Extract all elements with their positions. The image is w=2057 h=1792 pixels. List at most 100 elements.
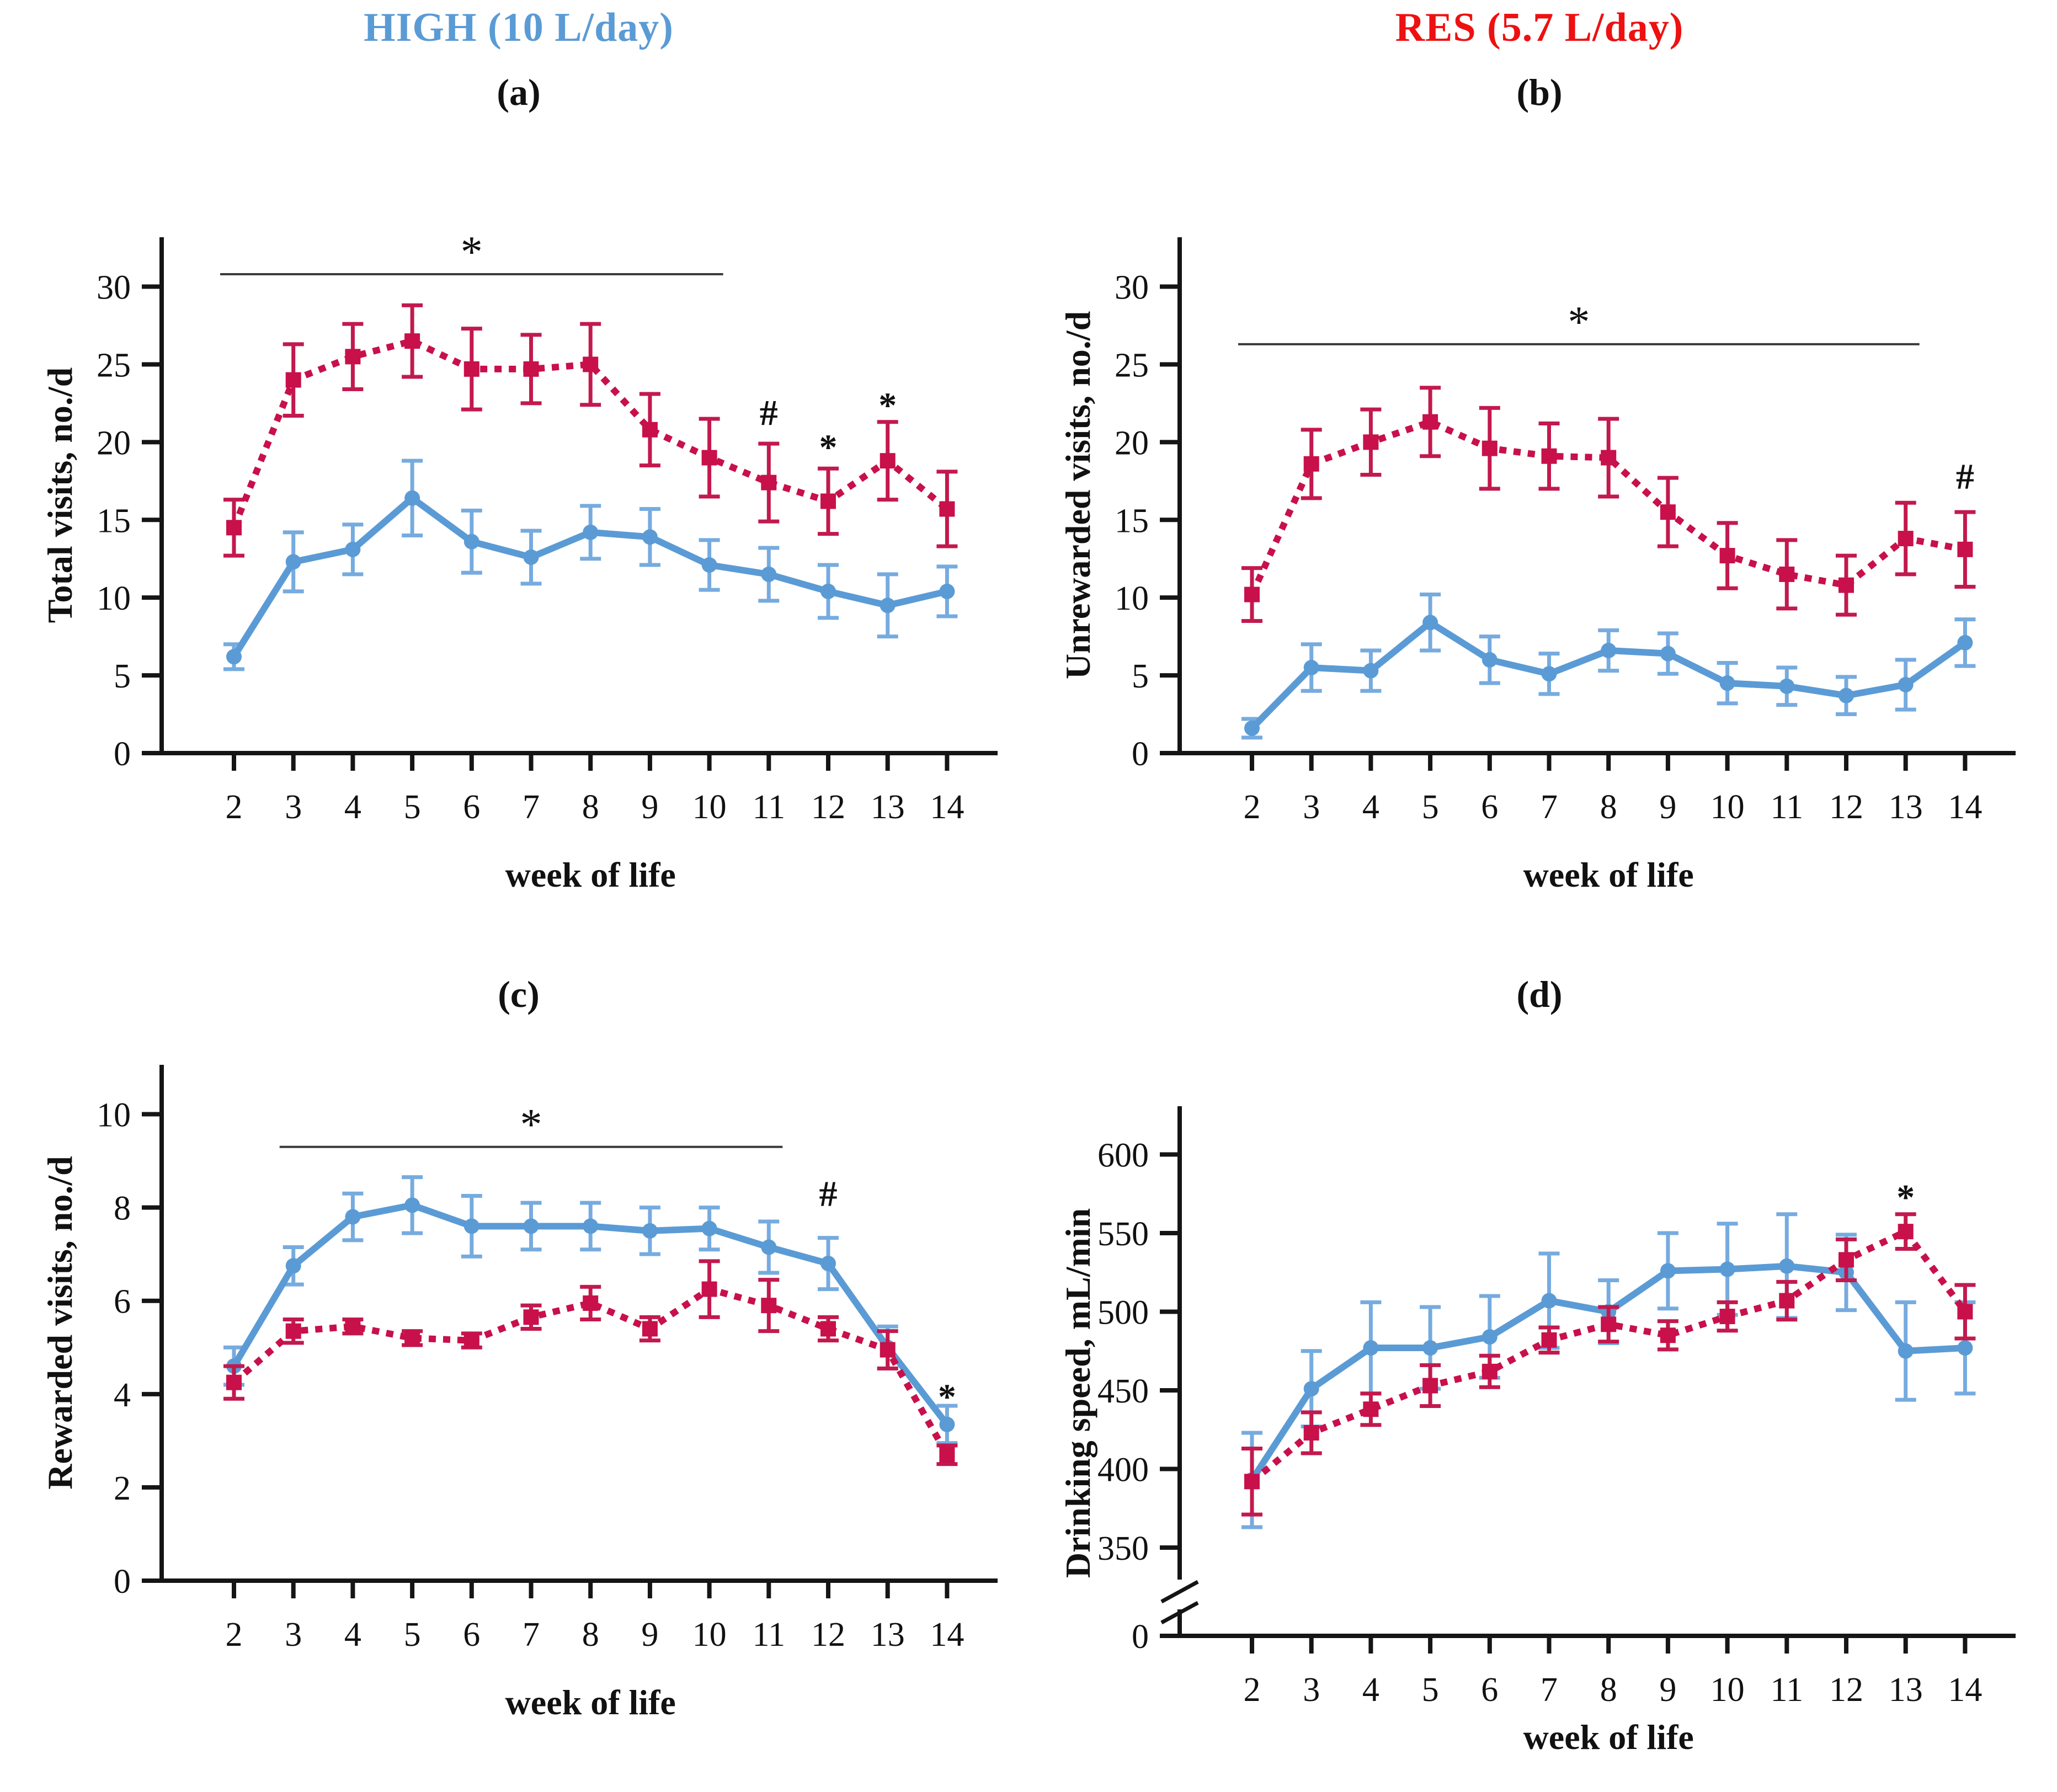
data-point-marker: [523, 1309, 539, 1325]
data-point-marker: [1957, 1340, 1973, 1356]
y-tick-label: 30: [97, 269, 131, 307]
data-point-marker: [583, 524, 599, 540]
axes: 0 5 10 15 20 25 30 2 3 4 5 6 7 8 9 10 11 12 13 14 week of li…: [40, 237, 998, 894]
y-tick-label: 20: [97, 424, 131, 462]
annotations: *: [1896, 1177, 1915, 1218]
x-tick-label: 11: [752, 788, 785, 826]
y-tick-label: 10: [1115, 580, 1149, 617]
axis-break-slash: [1160, 1601, 1199, 1625]
data-point-marker: [523, 549, 539, 565]
x-tick-label: 6: [463, 1616, 480, 1654]
data-point-marker: [1244, 586, 1260, 602]
series-res-markers: [226, 1281, 955, 1463]
data-point-marker: [1838, 577, 1854, 593]
x-tick-label: 14: [1948, 788, 1982, 826]
y-tick-label: 600: [1097, 1137, 1149, 1175]
data-point-marker: [226, 649, 242, 665]
y-tick-label: 6: [114, 1283, 131, 1321]
data-point-marker: [1660, 504, 1676, 520]
data-point-marker: [939, 1416, 955, 1432]
annotation-star: *: [878, 385, 897, 425]
data-point-marker: [1422, 1378, 1438, 1394]
y-tick-label: 25: [97, 346, 131, 384]
data-point-marker: [1363, 663, 1379, 679]
x-tick-label: 13: [871, 1616, 905, 1654]
x-tick-label: 8: [582, 1616, 599, 1654]
x-tick-label: 3: [1303, 788, 1320, 826]
y-tick-label: 550: [1097, 1215, 1149, 1253]
x-axis-title: week of life: [505, 1683, 676, 1722]
y-tick-label: 0: [1132, 1618, 1149, 1656]
data-point-marker: [880, 598, 896, 614]
data-point-marker: [1422, 1340, 1438, 1356]
y-tick-label: 30: [1115, 269, 1149, 307]
y-axis-title: Total visits, no./d: [40, 367, 79, 623]
data-point-marker: [701, 450, 717, 466]
data-point-marker: [1363, 1401, 1379, 1417]
chart-unrewarded-visits: 0 5 10 15 20 25 30 2 3 4 5 6 7 8 9 10 11 12 13 14 week of li…: [1058, 237, 2016, 894]
data-point-marker: [1422, 414, 1438, 430]
annotation-star: *: [1896, 1177, 1915, 1218]
annotation-star: *: [938, 1377, 956, 1417]
x-axis-title: week of life: [1523, 1718, 1694, 1757]
axes: 0 350 400 450 500 550 600 2 3 4 5 6 7 8 9 10 11 12 13 14 wee…: [1058, 1106, 2016, 1757]
series-res-markers: [1244, 414, 1973, 602]
x-tick-label: 12: [811, 1616, 845, 1654]
x-tick-label: 7: [1541, 788, 1558, 826]
data-point-marker: [1719, 548, 1735, 564]
y-tick-label: 5: [114, 658, 131, 695]
data-point-marker: [761, 1239, 777, 1255]
x-tick-label: 12: [1829, 788, 1863, 826]
x-tick-label: 7: [1541, 1671, 1558, 1709]
series-high-errorbars: [223, 458, 958, 671]
chart-drinking-speed: 0 350 400 450 500 550 600 2 3 4 5 6 7 8 9 10 11 12 13 14 wee…: [1058, 1106, 2016, 1757]
data-point-marker: [226, 520, 242, 536]
x-tick-label: 4: [1362, 788, 1379, 826]
x-axis-title: week of life: [505, 855, 676, 894]
series-res-markers: [1244, 1224, 1973, 1490]
y-tick-label: 4: [114, 1377, 131, 1414]
data-point-marker: [820, 1256, 836, 1272]
data-point-marker: [1838, 1252, 1854, 1268]
annotation-star: *: [819, 427, 838, 467]
data-point-marker: [1957, 541, 1973, 557]
data-point-marker: [404, 1330, 420, 1346]
data-point-marker: [1898, 531, 1914, 547]
x-tick-label: 11: [752, 1616, 785, 1654]
data-point-marker: [523, 1218, 539, 1234]
data-point-marker: [1303, 1425, 1319, 1441]
data-point-marker: [345, 349, 361, 365]
group-title-res: RES (5.7 L/day): [1395, 5, 1684, 50]
data-point-marker: [939, 1447, 955, 1463]
x-tick-label: 10: [1710, 788, 1745, 826]
x-tick-label: 7: [523, 1616, 540, 1654]
y-tick-label: 450: [1097, 1373, 1149, 1410]
annotations: #*: [819, 1174, 956, 1417]
data-point-marker: [939, 501, 955, 517]
data-point-marker: [1719, 1309, 1735, 1325]
x-tick-label: 6: [1481, 1671, 1498, 1709]
annotations: # * *: [760, 385, 897, 467]
y-tick-label: 400: [1097, 1452, 1149, 1489]
data-point-marker: [523, 361, 539, 377]
y-tick-label: 10: [97, 1097, 131, 1134]
x-tick-label: 3: [285, 788, 302, 826]
data-point-marker: [642, 529, 658, 545]
data-point-marker: [1779, 678, 1795, 694]
data-point-marker: [1244, 720, 1260, 736]
series-res-errorbars: [1241, 386, 1976, 623]
x-tick-label: 2: [1244, 1671, 1261, 1709]
data-point-marker: [1363, 434, 1379, 450]
x-tick-label: 2: [1244, 788, 1261, 826]
series-high-markers: [226, 490, 955, 665]
data-point-marker: [285, 372, 301, 388]
x-tick-label: 5: [1422, 1671, 1439, 1709]
y-tick-label: 15: [1115, 502, 1149, 540]
x-tick-label: 4: [344, 1616, 361, 1654]
y-tick-label: 20: [1115, 424, 1149, 462]
x-tick-label: 3: [285, 1616, 302, 1654]
data-point-marker: [1541, 448, 1557, 464]
significance-line: *: [220, 228, 723, 276]
data-point-marker: [1957, 1304, 1973, 1320]
annotation-hash: #: [819, 1174, 838, 1214]
